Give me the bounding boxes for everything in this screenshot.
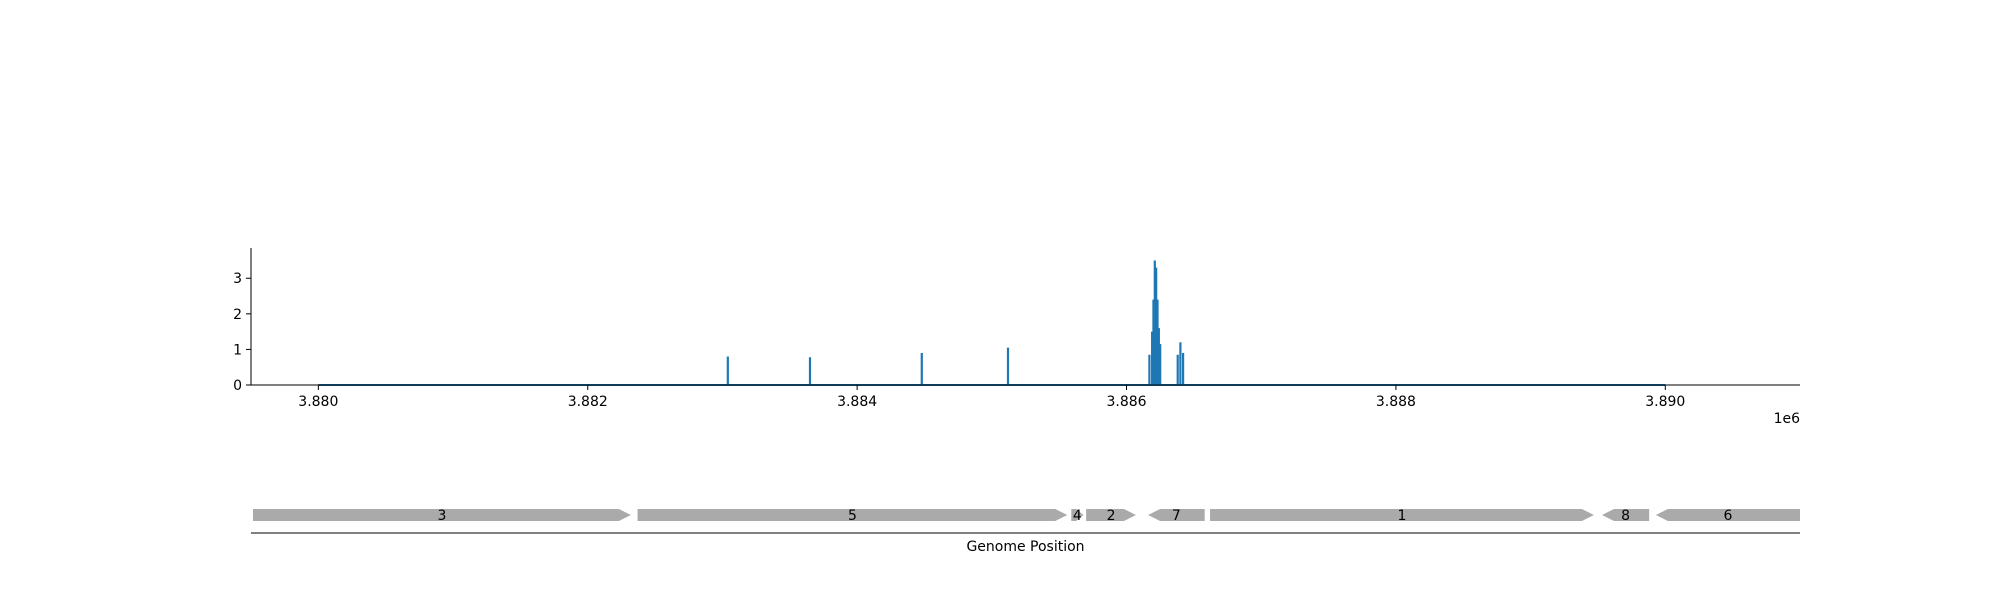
x-tick-label: 3.888 (1376, 394, 1416, 410)
x-tick-label: 3.880 (298, 394, 338, 410)
gene-track-xlabel: Genome Position (966, 539, 1084, 555)
coverage-panel: 3.880 3.882 3.884 3.886 3.888 3.890 0 1 2 3 1e6 (233, 248, 1800, 427)
gene-feature-arrow (253, 509, 631, 521)
gene-feature-arrow (637, 509, 1068, 521)
gene-feature-label: 6 (1723, 508, 1732, 524)
gene-feature-arrow (1601, 509, 1650, 521)
gene-feature-label: 7 (1172, 508, 1181, 524)
x-offset-label: 1e6 (1774, 411, 1801, 427)
gene-feature-arrow (1655, 509, 1800, 521)
gene-track-panel: 3 5 4 2 7 1 8 6 Genome Position (251, 508, 1800, 555)
x-tick-label: 3.882 (568, 394, 608, 410)
gene-feature-arrow (1086, 509, 1136, 521)
gene-feature-arrow (1148, 509, 1205, 521)
y-tick-label: 1 (233, 342, 242, 358)
y-tick-label: 3 (233, 271, 242, 287)
y-tick-label: 0 (233, 378, 242, 394)
gene-feature-label: 2 (1107, 508, 1116, 524)
gene-feature-arrow (1071, 509, 1084, 521)
gene-feature-label: 5 (848, 508, 857, 524)
gene-feature-label: 8 (1621, 508, 1630, 524)
x-tick-label: 3.890 (1645, 394, 1685, 410)
x-tick-label: 3.886 (1106, 394, 1146, 410)
x-tick-label: 3.884 (837, 394, 877, 410)
y-tick-label: 2 (233, 307, 242, 323)
gene-feature-arrow (1210, 509, 1594, 521)
gene-feature-label: 3 (437, 508, 446, 524)
gene-feature-label: 1 (1398, 508, 1407, 524)
gene-feature-label: 4 (1073, 508, 1082, 524)
